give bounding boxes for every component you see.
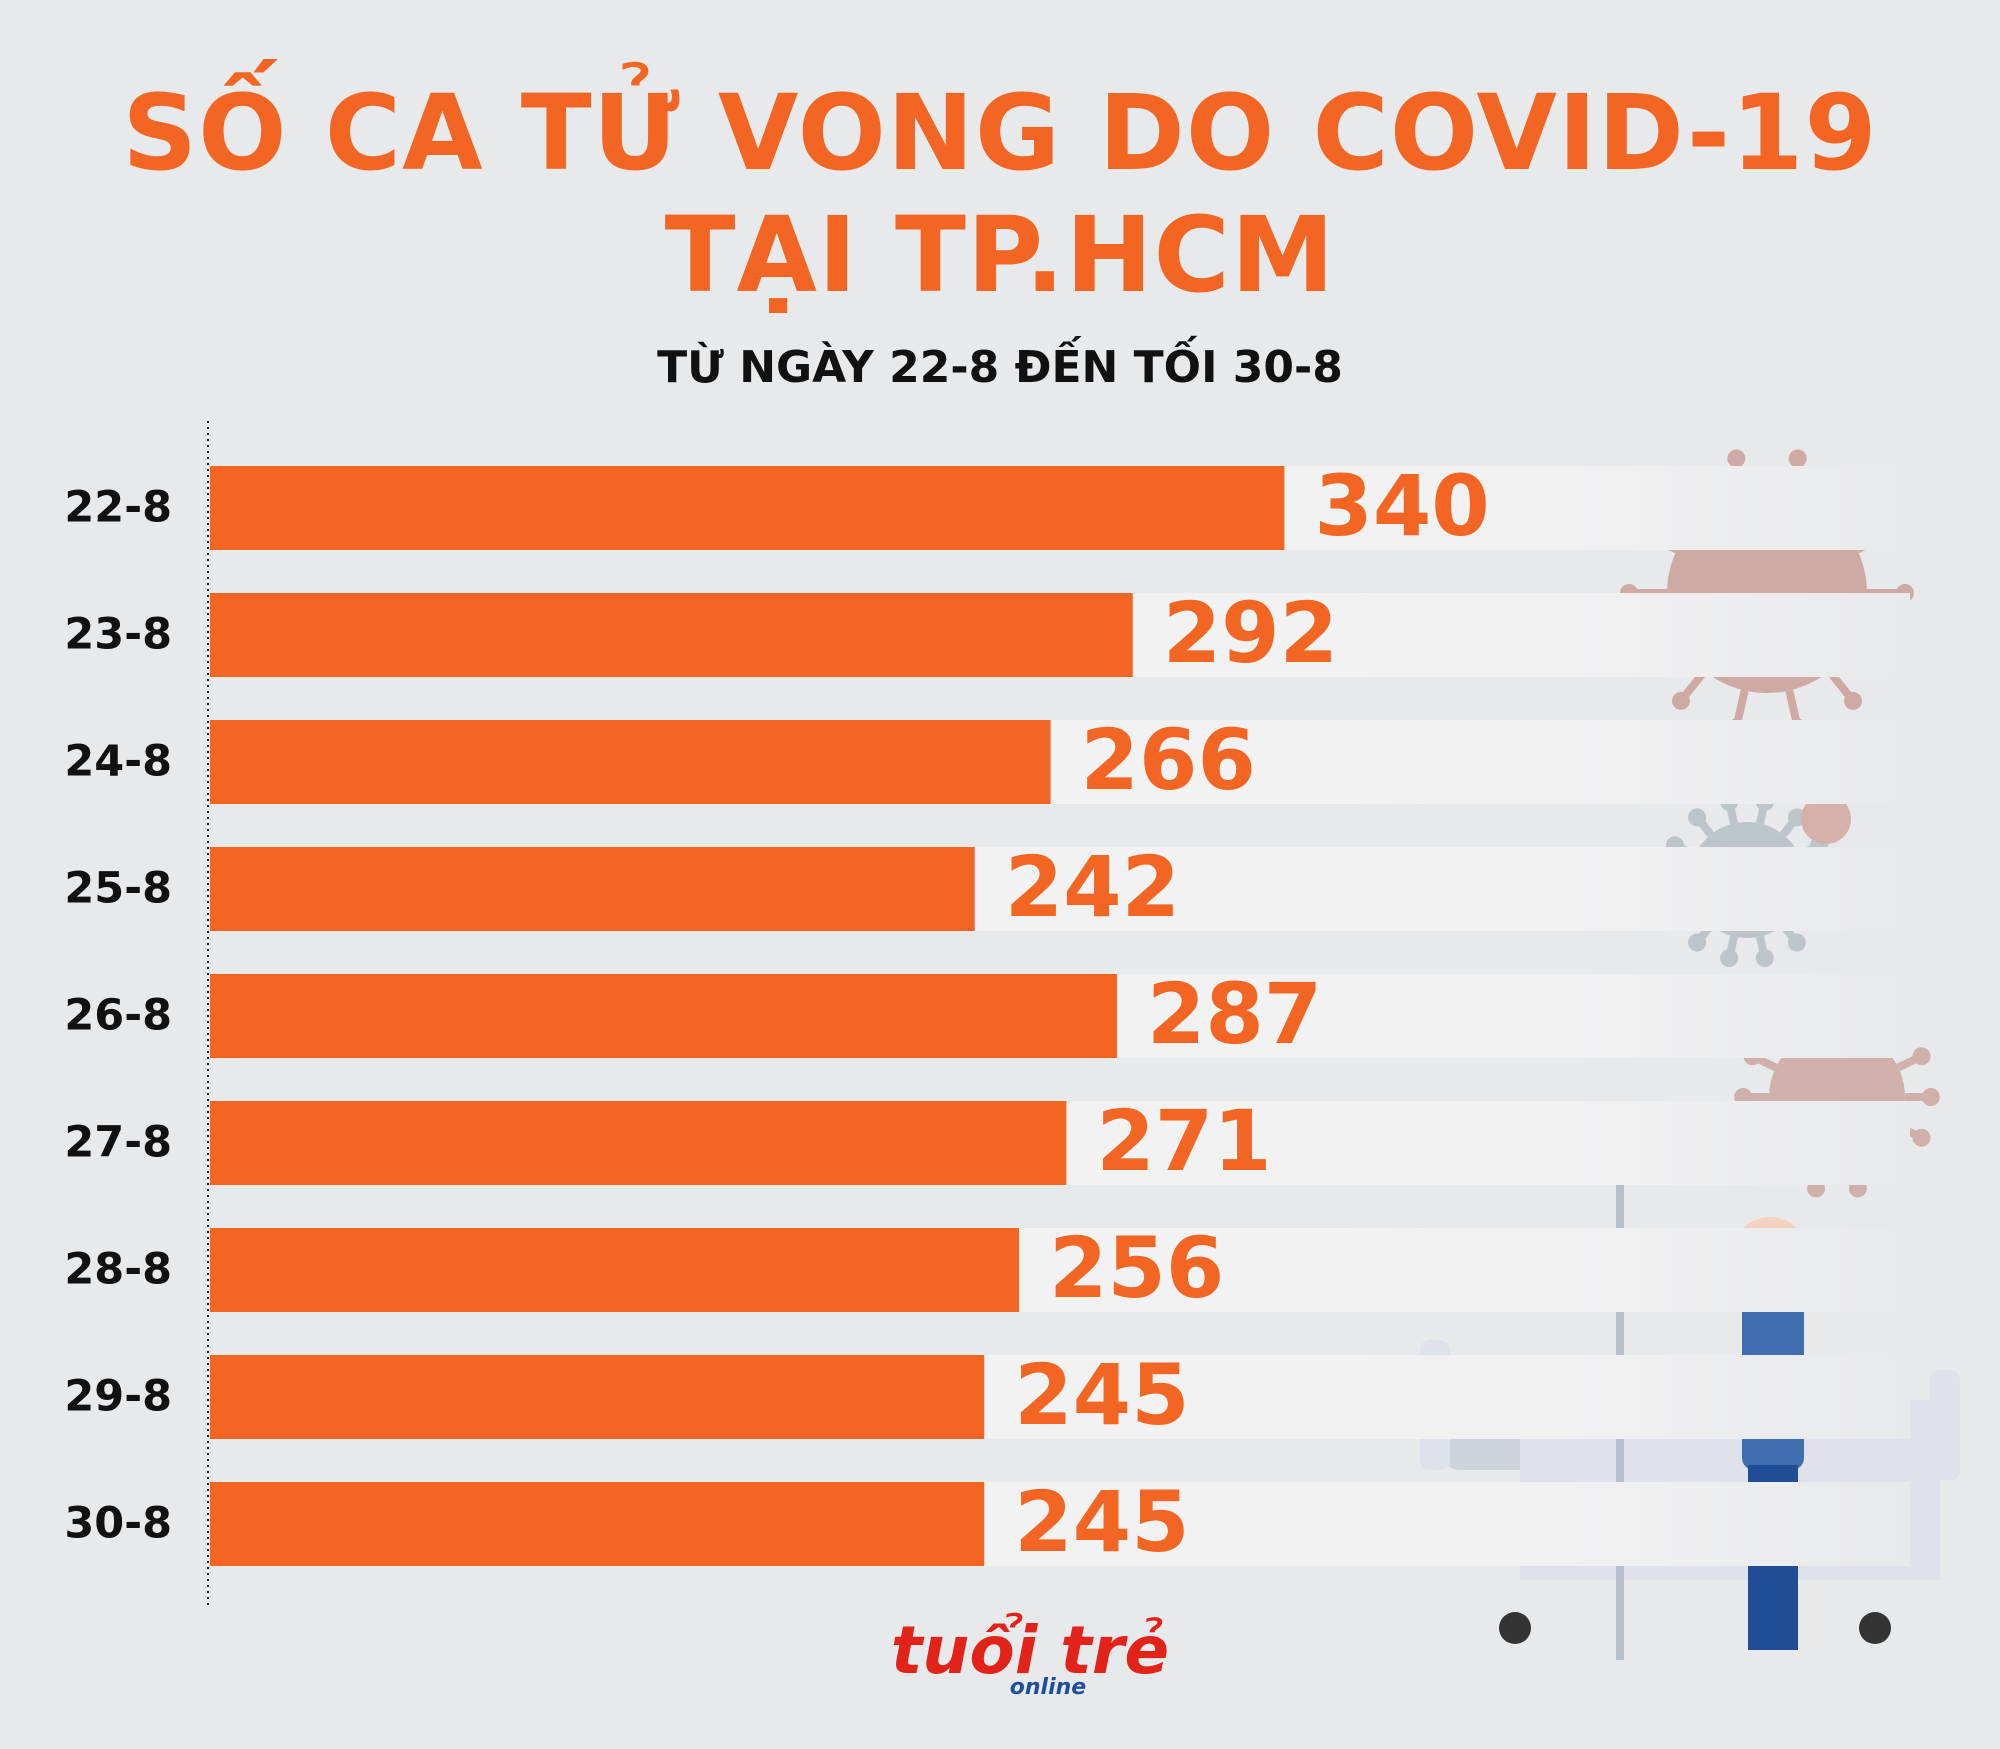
value-label: 245 (1014, 1473, 1189, 1571)
virus-spike-tip (1727, 449, 1746, 468)
y-tick-label: 24-8 (64, 737, 172, 787)
value-label: 292 (1163, 584, 1338, 682)
wheel (1499, 1612, 1531, 1644)
bar (210, 974, 1117, 1058)
virus-spike-tip (1671, 691, 1690, 710)
virus-spike-tip (1688, 933, 1707, 952)
value-label: 340 (1314, 457, 1489, 555)
value-label: 242 (1005, 838, 1180, 936)
bar (210, 1101, 1067, 1185)
virus-spike-tip (1720, 949, 1739, 968)
wheel (1859, 1612, 1891, 1644)
virus-spike-tip (1688, 808, 1707, 827)
chart-title: SỐ CA TỬ VONG DO COVID-19 TẠI TP.HCM (122, 72, 1878, 316)
chart-subtitle: TỪ NGÀY 22-8 ĐẾN TỐI 30-8 (657, 342, 1343, 393)
bar (210, 466, 1285, 550)
virus-dot (1801, 794, 1851, 844)
virus-spike-tip (1844, 691, 1863, 710)
value-label: 256 (1049, 1219, 1224, 1317)
value-label: 245 (1014, 1346, 1189, 1444)
y-tick-label: 26-8 (64, 991, 172, 1041)
bar (210, 1355, 985, 1439)
virus-spike-tip (1788, 449, 1807, 468)
y-tick-label: 29-8 (64, 1372, 172, 1422)
bar (210, 1482, 985, 1566)
y-tick-label: 27-8 (64, 1118, 172, 1168)
y-tick-label: 30-8 (64, 1499, 172, 1549)
bar (210, 1228, 1019, 1312)
bar (210, 720, 1051, 804)
y-tick-label: 22-8 (64, 483, 172, 533)
y-tick-label: 25-8 (64, 864, 172, 914)
value-label: 287 (1147, 965, 1322, 1063)
virus-spike-tip (1787, 933, 1806, 952)
virus-spike-tip (1912, 1047, 1931, 1066)
value-label: 271 (1096, 1092, 1271, 1190)
virus-spike-tip (1755, 949, 1774, 968)
virus-spike-tip (1912, 1128, 1931, 1147)
y-tick-label: 28-8 (64, 1245, 172, 1295)
y-tick-label: 23-8 (64, 610, 172, 660)
bar (210, 593, 1133, 677)
virus-spike-tip (1921, 1088, 1940, 1106)
bar (210, 847, 975, 931)
value-label: 266 (1081, 711, 1256, 809)
